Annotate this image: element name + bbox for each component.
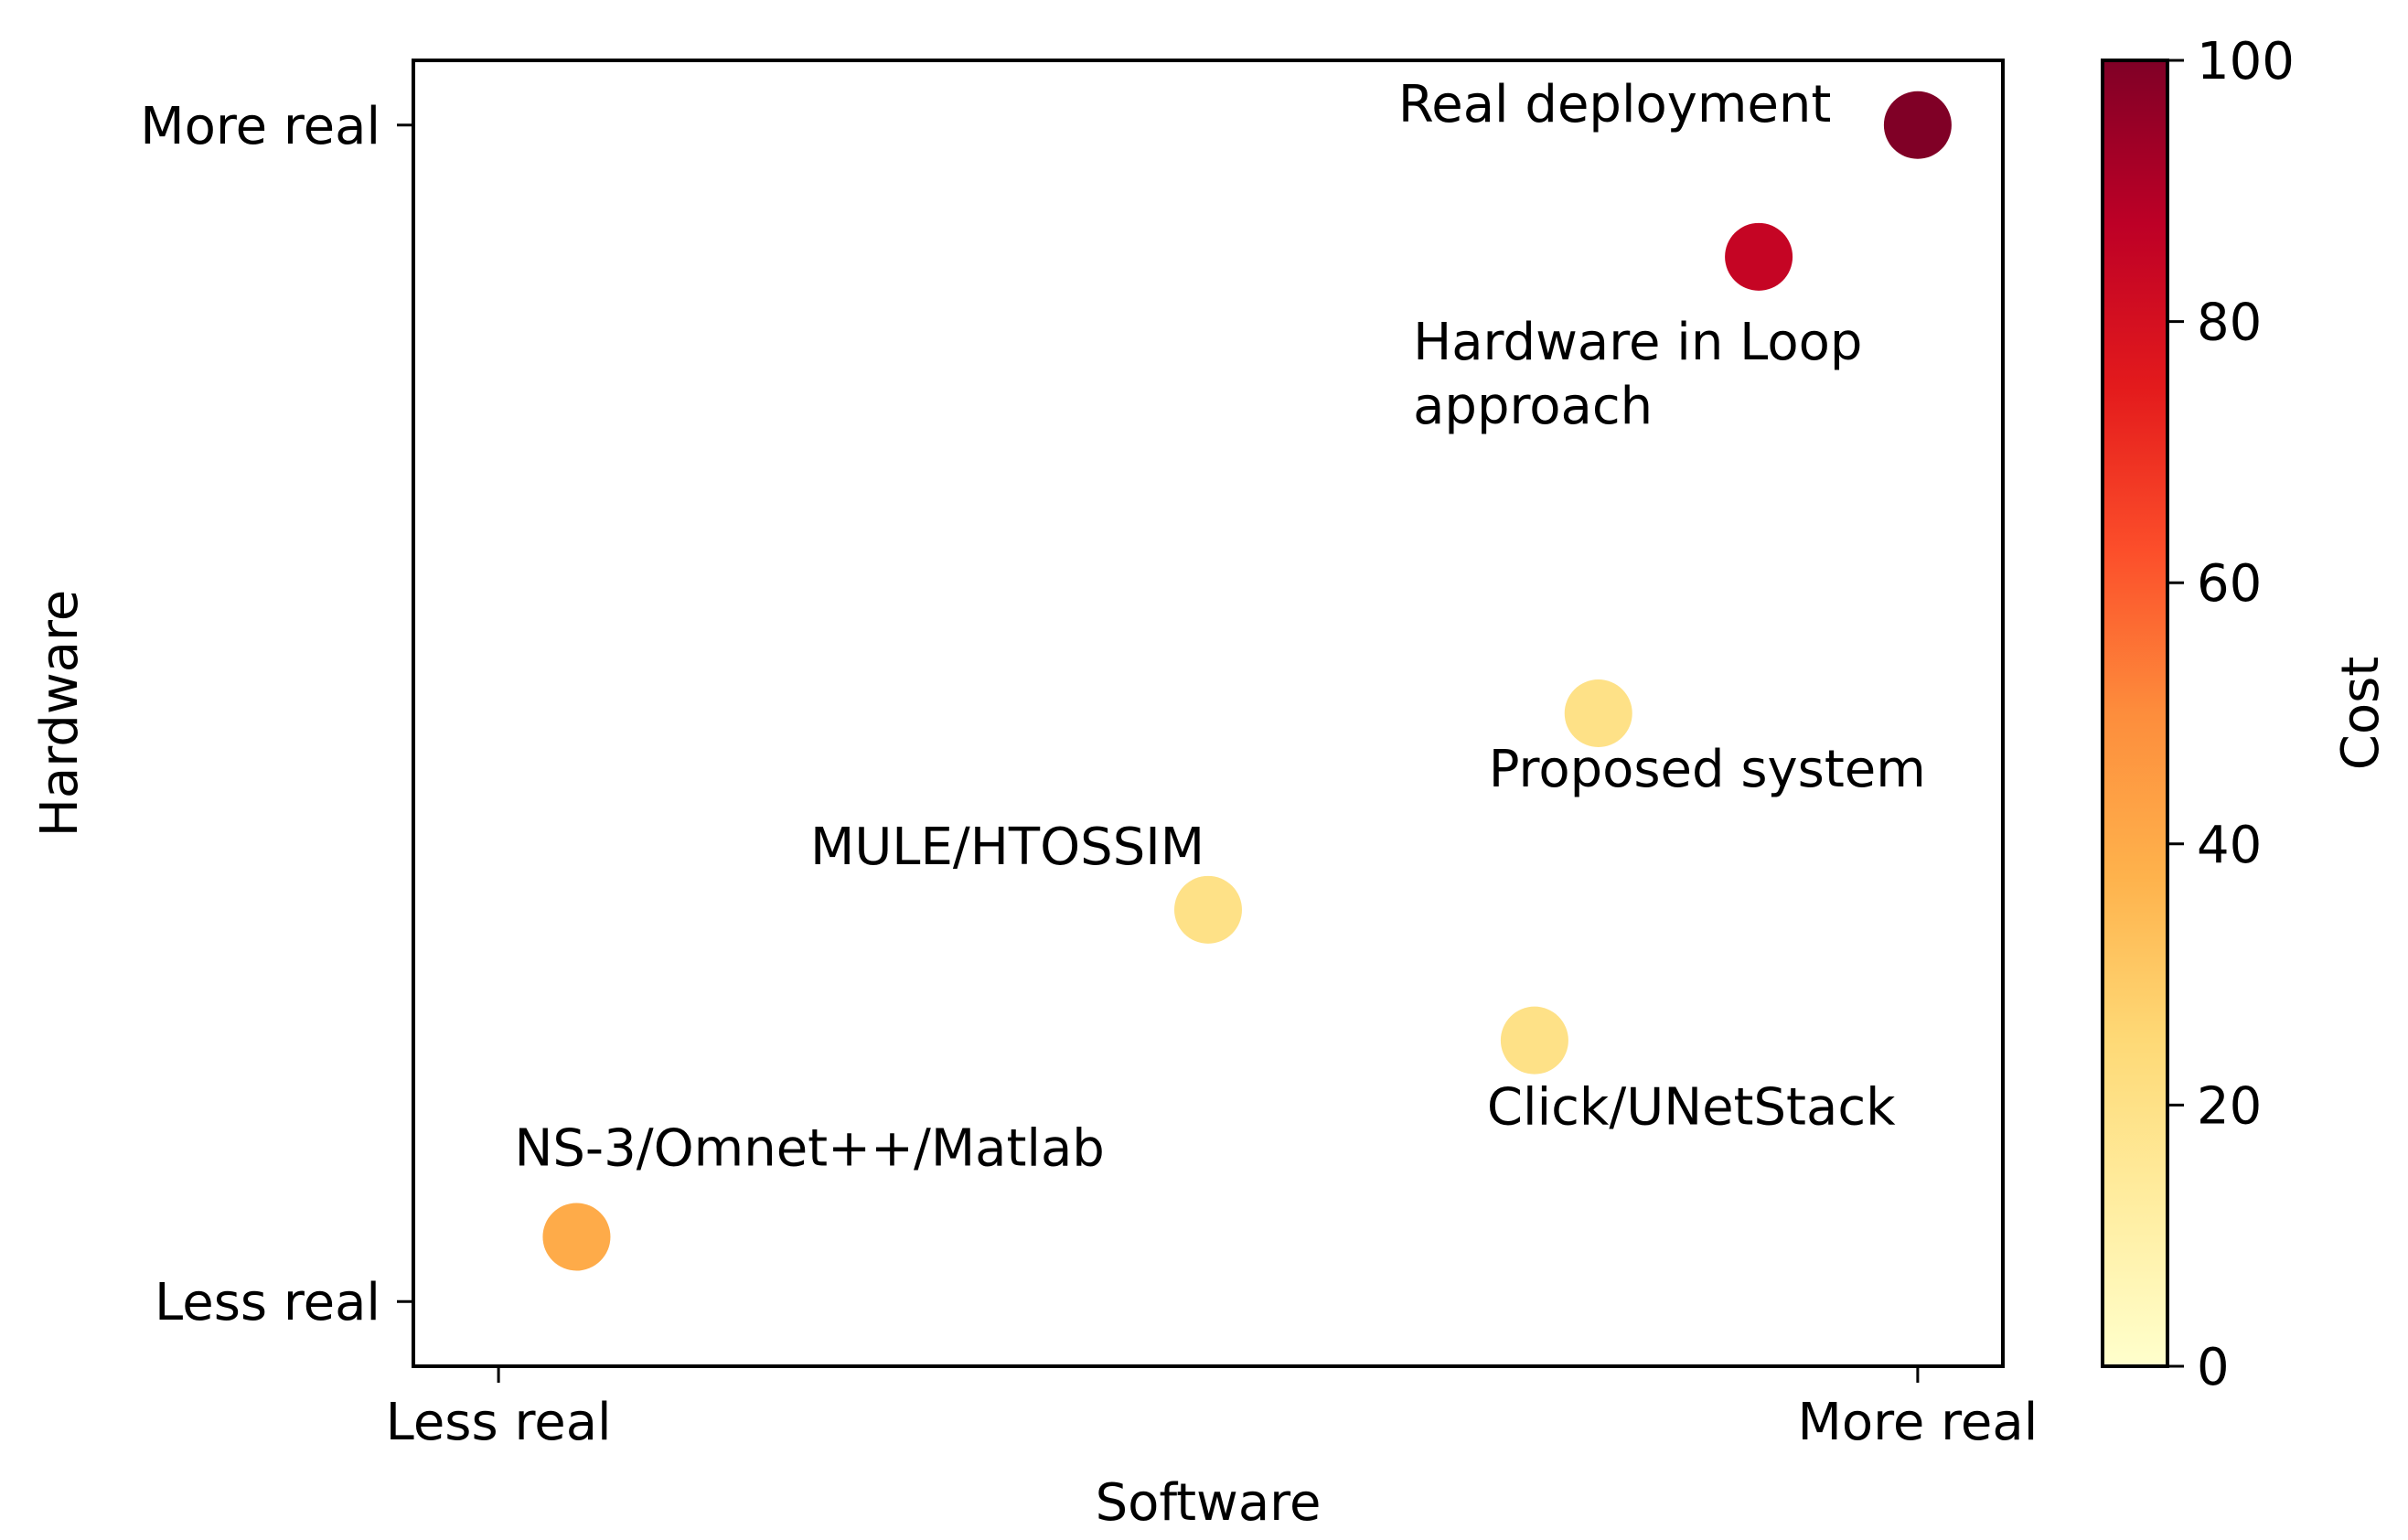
point-label: Proposed system: [1489, 740, 1926, 799]
scatter-point: [1174, 875, 1242, 944]
point-label: MULE/HTOSSIM: [810, 818, 1204, 877]
axes-layer: Less real More real Less real More real: [140, 97, 2038, 1452]
colorbar: 0 20 40 60 80 100 Cost: [2101, 32, 2391, 1397]
point-labels-layer: NS-3/Omnet++/Matlab MULE/HTOSSIM Click/UNe…: [514, 75, 1925, 1179]
x-axis-label: Software: [1096, 1473, 1322, 1533]
colorbar-gradient: [2101, 59, 2169, 1368]
x-tick-label: More real: [1798, 1393, 2039, 1452]
y-axis-label: Hardware: [30, 590, 90, 837]
point-label: Click/UNetStack: [1487, 1078, 1896, 1138]
colorbar-tick-label: 80: [2197, 294, 2262, 353]
colorbar-tick-label: 100: [2197, 32, 2295, 91]
plot-frame: [412, 59, 2005, 1368]
y-tick-label: Less real: [155, 1273, 380, 1332]
scatter-point: [542, 1203, 611, 1271]
points-layer: [542, 91, 1952, 1271]
colorbar-tick-label: 40: [2197, 816, 2262, 875]
colorbar-tick-label: 60: [2197, 554, 2262, 614]
scatter-point: [1564, 679, 1632, 747]
point-label: NS-3/Omnet++/Matlab: [514, 1118, 1104, 1178]
colorbar-ticks: 0 20 40 60 80 100: [2167, 32, 2295, 1397]
x-tick-label: Less real: [386, 1393, 612, 1452]
colorbar-label: Cost: [2331, 657, 2391, 771]
scatter-point: [1883, 91, 1952, 159]
point-label: Real deployment: [1398, 75, 1831, 134]
scatter-point: [1500, 1006, 1568, 1075]
y-tick-label: More real: [140, 97, 380, 156]
colorbar-tick-label: 20: [2197, 1076, 2262, 1136]
point-label: Hardware in Loop approach: [1413, 313, 1862, 436]
colorbar-tick-label: 0: [2197, 1338, 2230, 1397]
scatter-point: [1725, 222, 1793, 291]
